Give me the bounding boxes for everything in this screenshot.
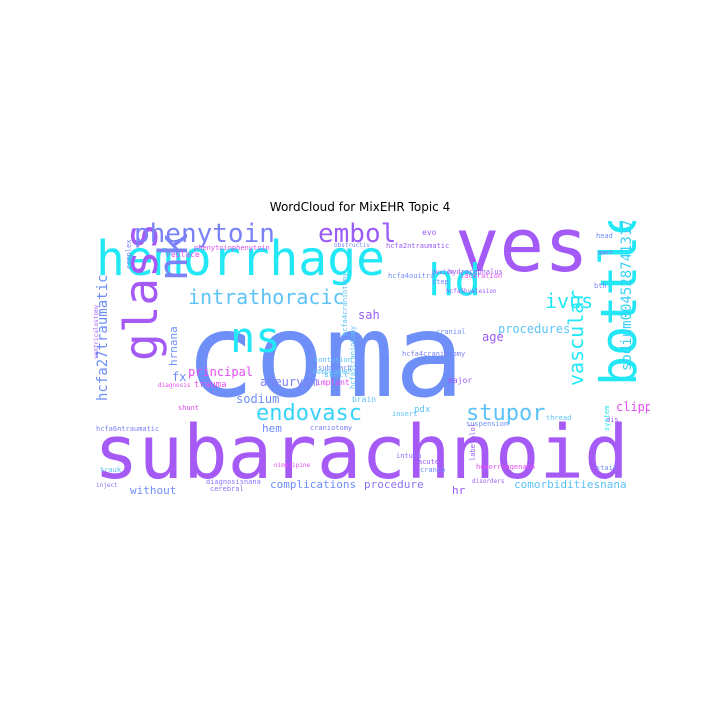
- word-sodium: sodium: [236, 392, 280, 406]
- word-suspension: suspension: [466, 420, 509, 428]
- word-pdx: pdx: [414, 405, 431, 415]
- word-sah: sah: [358, 308, 380, 322]
- word-insert: insert: [392, 410, 418, 418]
- word-phenytoinphenytoin: phenytoinphenytoin: [194, 244, 270, 252]
- word-step: step: [432, 278, 449, 286]
- word-hem: hem: [262, 422, 282, 435]
- word-cerebral: cerebral: [210, 485, 244, 493]
- word-implant: implant: [316, 378, 350, 387]
- word-trauma: trauma: [194, 380, 227, 390]
- word-hcfa5craniotomy: hcfa5craniotomy: [349, 325, 357, 389]
- word-disorders: disorders: [472, 478, 505, 485]
- word-dis: dis: [606, 416, 619, 424]
- word-trauk: trauk: [100, 466, 122, 474]
- word-bth: bth: [594, 282, 607, 290]
- word-hcfa2ntraumatic: hcfa2ntraumatic: [386, 242, 450, 250]
- word-hd: hd: [428, 255, 481, 306]
- word-compiated: compiated: [312, 368, 350, 376]
- word-endovasc: endovasc: [256, 401, 362, 426]
- word-procedures: procedures: [498, 322, 571, 336]
- word-fx: fx: [172, 370, 187, 384]
- word-ventriculostomy: ventriculostomy: [93, 304, 100, 359]
- word-procedure: procedure: [364, 478, 424, 491]
- word-subarach: subarach: [318, 364, 352, 372]
- word-acute: acute: [418, 458, 440, 466]
- word-diagnosis: diagnosis: [158, 382, 191, 389]
- word-principal: principal: [188, 365, 254, 379]
- word-age: age: [482, 330, 504, 344]
- word-hr: hr: [452, 484, 466, 497]
- word-nimodipine: nimodipine: [274, 462, 311, 469]
- chart-title: WordCloud for MixEHR Topic 4: [269, 200, 451, 214]
- word-clipping: clipping: [616, 400, 650, 414]
- word-diagnosisnana: diagnosisnana: [206, 478, 261, 486]
- word-head: head: [596, 232, 613, 240]
- word-complex: complex: [125, 239, 133, 269]
- word-labetalol: labetalol: [469, 423, 477, 461]
- word-thread: thread: [546, 414, 572, 422]
- word-shunt: shunt: [178, 404, 200, 412]
- word-sodium00452874131761: sodium00452874131761: [619, 221, 635, 371]
- word-intusa: intusa: [396, 452, 422, 460]
- word-subarachnoid: subarachnoid: [94, 410, 629, 496]
- word-cranial: cranial: [436, 328, 466, 336]
- word-complications: complications: [270, 478, 357, 491]
- word-hrnana: hrnana: [167, 326, 180, 366]
- word-hcfa6ntraumatic: hcfa6ntraumatic: [96, 425, 160, 433]
- word-hemorrhagenana: hemorrhagenana: [476, 463, 536, 471]
- word-intrathoracic: intrathoracic: [188, 285, 345, 309]
- word-phenytoin: phenytoin: [134, 221, 275, 249]
- word-coma: coma: [185, 289, 465, 424]
- word-system: system: [603, 405, 611, 431]
- word-stair: stair: [596, 464, 618, 472]
- word-obstructiv: obstructiv: [334, 242, 371, 249]
- word-ivus: ivus: [545, 289, 594, 313]
- word-stupor: stupor: [466, 401, 546, 426]
- word-hemorrhage: hemorrhage: [96, 231, 385, 287]
- word-evo: evo: [422, 228, 437, 237]
- word-ns: ns: [230, 313, 281, 362]
- word-device: device: [432, 269, 454, 276]
- word-ves: ves: [455, 221, 589, 289]
- word-vascular: vascular: [564, 289, 588, 386]
- word-hcfa4craniotomy: hcfa4craniotomy: [341, 272, 349, 336]
- word-skull: skull: [324, 370, 349, 379]
- word-cloud: coma subarachnoid ves hemorrhage bottle glass…: [90, 221, 650, 501]
- word-brain: brain: [352, 395, 377, 404]
- word-comorbiditiesnana: comorbiditiesnana: [514, 478, 627, 491]
- word-hcfa4ouitra: hcfa4ouitra: [388, 272, 435, 280]
- word-hcfa5hyalesion: hcfa5hyalesion: [446, 288, 497, 295]
- word-hcfa4craniotomy: hcfa4craniotomy: [402, 350, 466, 358]
- word-laceration: laceration: [460, 272, 503, 280]
- word-craniotomy: craniotomy: [310, 424, 353, 432]
- word-replace: replace: [166, 250, 200, 259]
- word-hydrocephalus: hydrocephalus: [448, 268, 503, 276]
- word-without: without: [130, 484, 177, 497]
- word-embol: embol: [318, 221, 397, 249]
- word-aneurysm: aneurysm: [260, 375, 318, 389]
- word-agent: agent: [598, 250, 614, 256]
- word-inject: inject: [96, 482, 118, 489]
- word-major: major: [448, 376, 473, 385]
- word-cranio: cranio: [420, 466, 446, 474]
- word-contusion: contusion: [314, 356, 352, 364]
